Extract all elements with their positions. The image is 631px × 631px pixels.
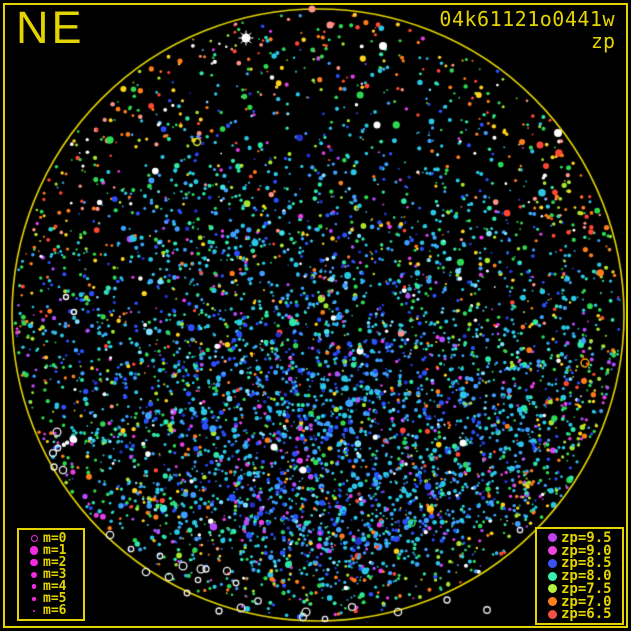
legend-label: m=0 — [43, 530, 67, 546]
legend-row: zp=9.0 — [543, 542, 620, 559]
dot-marker-icon — [547, 558, 557, 568]
legend-row: zp=6.5 — [543, 606, 620, 623]
legend-row: m=5 — [25, 591, 81, 607]
dot-marker-icon — [547, 597, 557, 606]
magnitude-legend: m=0 m=1 m=2 m=3 m=4 m=5 m=6 — [17, 528, 85, 621]
legend-label: zp=8.5 — [561, 555, 612, 572]
legend-label: zp=6.5 — [561, 606, 612, 623]
dot-marker-icon — [31, 571, 37, 578]
zp-axis-label: zp — [590, 29, 615, 53]
dot-marker-icon — [543, 584, 561, 594]
legend-label: m=1 — [43, 542, 67, 558]
dot-marker-icon — [543, 571, 561, 581]
ring-marker-icon — [25, 534, 43, 542]
dot-marker-icon — [543, 609, 561, 619]
orientation-label: NE — [16, 2, 85, 53]
legend-row: zp=8.5 — [543, 555, 620, 572]
legend-row: m=6 — [25, 603, 81, 619]
legend-label: zp=7.5 — [561, 580, 612, 597]
legend-label: m=2 — [43, 554, 67, 570]
legend-label: m=3 — [43, 567, 67, 582]
dot-marker-icon — [25, 546, 43, 555]
legend-row: zp=7.5 — [543, 580, 620, 597]
legend-row: m=4 — [25, 579, 81, 595]
legend-row: m=0 — [25, 530, 81, 546]
dot-marker-icon — [547, 584, 557, 594]
dot-marker-icon — [547, 533, 557, 543]
dot-marker-icon — [25, 597, 43, 601]
legend-row: m=1 — [25, 542, 81, 558]
dot-marker-icon — [32, 597, 36, 601]
zeropoint-legend: zp=9.5 zp=9.0 zp=8.5 zp=8.0 zp=7.5 zp=7.0 zp=6… — [535, 527, 624, 625]
legend-row: m=3 — [25, 567, 81, 582]
legend-label: m=6 — [43, 603, 67, 619]
legend-label: zp=8.0 — [561, 568, 612, 584]
legend-label: zp=9.5 — [561, 529, 612, 546]
legend-label: m=4 — [43, 579, 67, 595]
ring-marker-icon — [30, 534, 38, 542]
legend-row: zp=8.0 — [543, 568, 620, 584]
dot-marker-icon — [30, 558, 38, 567]
dot-marker-icon — [543, 597, 561, 606]
legend-row: zp=9.5 — [543, 529, 620, 546]
exposure-title: 04k61121o0441w — [439, 7, 615, 31]
legend-label: zp=7.0 — [561, 593, 612, 610]
legend-row: m=2 — [25, 554, 81, 570]
legend-label: zp=9.0 — [561, 542, 612, 559]
dot-marker-icon — [29, 546, 39, 555]
dot-marker-icon — [31, 584, 37, 589]
dot-marker-icon — [547, 571, 557, 581]
dot-marker-icon — [32, 609, 36, 613]
dot-marker-icon — [25, 571, 43, 578]
dot-marker-icon — [25, 609, 43, 613]
dot-marker-icon — [25, 584, 43, 589]
dot-marker-icon — [543, 546, 561, 555]
dot-marker-icon — [547, 609, 557, 619]
dot-marker-icon — [543, 558, 561, 568]
legend-row: zp=7.0 — [543, 593, 620, 610]
legend-label: m=5 — [43, 591, 67, 607]
dot-marker-icon — [25, 558, 43, 567]
dot-marker-icon — [543, 533, 561, 543]
dot-marker-icon — [547, 546, 557, 555]
